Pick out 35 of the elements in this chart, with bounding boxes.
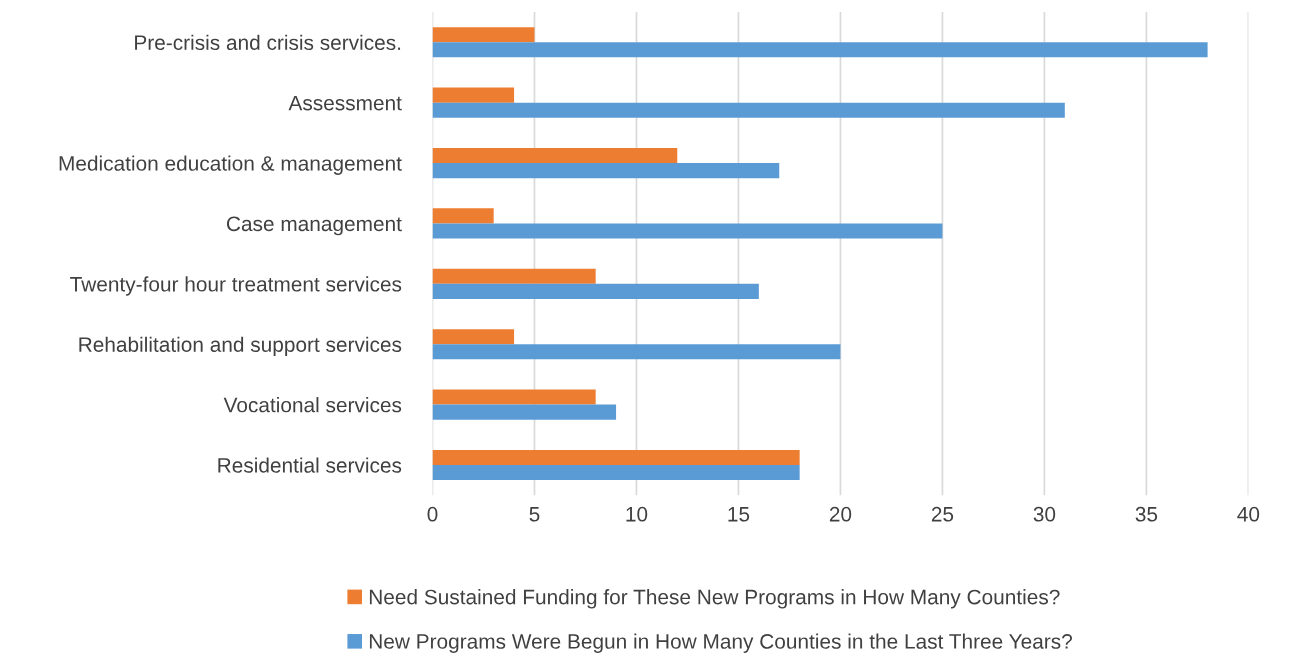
x-tick-label: 10 (626, 506, 648, 522)
bar (432, 283, 759, 299)
bar (432, 163, 780, 179)
bar (432, 223, 943, 239)
bar (432, 27, 535, 43)
bar (432, 102, 1065, 118)
y-tick-label: Rehabilitation and support services (79, 336, 402, 357)
x-tick-label: 40 (1237, 506, 1260, 522)
x-tick-label: 15 (728, 507, 750, 522)
x-tick-label: 30 (1033, 506, 1056, 522)
bar (432, 389, 596, 405)
legend-label: New Programs Were Begun in How Many Counties in the Last Three Years? (369, 633, 1072, 653)
bar (432, 449, 800, 465)
bar (432, 268, 596, 284)
bar (432, 344, 841, 360)
y-tick-label: Twenty-four hour treatment services (70, 276, 402, 296)
bar (432, 147, 678, 164)
x-tick-label: 20 (829, 506, 852, 522)
x-tick-label: 0 (427, 506, 438, 522)
y-tick-label: Vocational services (223, 397, 402, 413)
x-tick-label: 25 (931, 506, 954, 522)
bar (432, 465, 800, 481)
x-tick-label: 35 (1135, 506, 1158, 522)
bar (432, 87, 515, 103)
bar (432, 329, 515, 345)
x-tick-label: 5 (529, 507, 540, 522)
y-tick-label: Residential services (218, 457, 402, 473)
y-tick-label: Pre-crisis and crisis services. (135, 34, 401, 51)
y-tick-label: Assessment (288, 95, 402, 111)
y-tick-label: Case management (226, 216, 402, 236)
legend-label: Need Sustained Funding for These New Programs in How Many Counties? (369, 589, 1060, 609)
bar (432, 404, 617, 420)
bar (432, 208, 494, 224)
bar (432, 42, 1208, 58)
y-tick-label: Medication education & management (59, 155, 402, 175)
